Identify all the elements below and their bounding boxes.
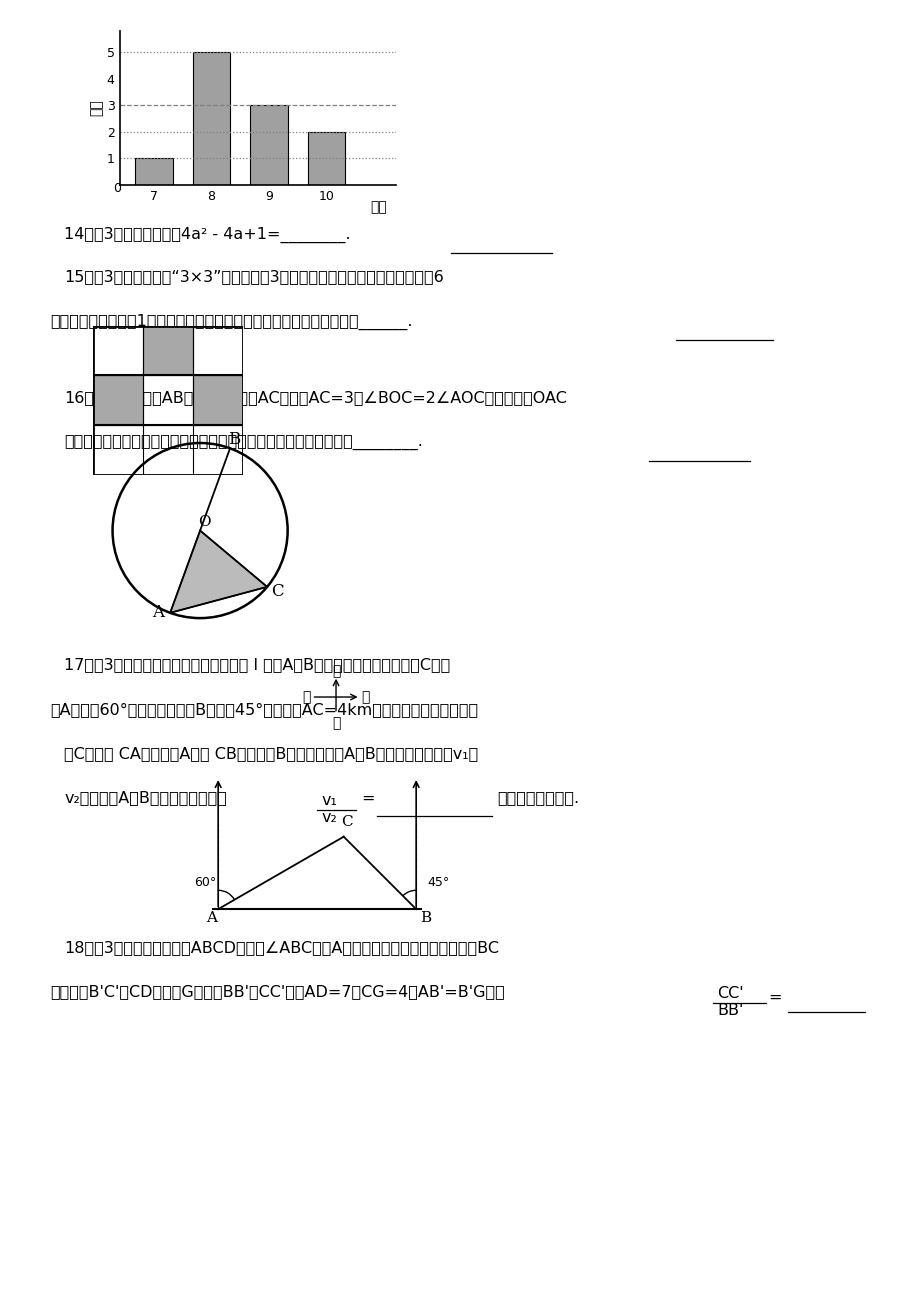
Bar <box>193 375 243 426</box>
Text: v₂: v₂ <box>322 810 337 825</box>
Text: B: B <box>420 911 431 926</box>
Y-axis label: 人数: 人数 <box>90 100 104 116</box>
Text: A: A <box>152 604 164 621</box>
Bar <box>250 105 288 185</box>
Text: 14．（3分）分解因式：4a² - 4a+1=________.: 14．（3分）分解因式：4a² - 4a+1=________. <box>64 227 351 242</box>
Text: （图中阴影部分）围成一个圆锥的侧面，则这个圆锥底面圆的半径是________.: （图中阴影部分）围成一个圆锥的侧面，则这个圆锥底面圆的半径是________. <box>64 435 423 450</box>
Text: 南: 南 <box>332 716 340 730</box>
Text: =: = <box>767 990 781 1005</box>
Bar <box>308 132 345 185</box>
Bar <box>93 375 142 426</box>
Text: 头A北偏东60°的方向，在码头B北偏西45°的方向，AC=4km．游客小张准备从观光岛: 头A北偏东60°的方向，在码头B北偏西45°的方向，AC=4km．游客小张准备从… <box>51 702 478 717</box>
Text: 屿C乘船沿 CA回到码头A或沿 CB回到码头B，设开往码头A、B的游船速度分别为v₁、: 屿C乘船沿 CA回到码头A或沿 CB回到码头B，设开往码头A、B的游船速度分别为… <box>64 746 478 762</box>
Text: 45°: 45° <box>427 875 449 888</box>
Text: 北: 北 <box>332 664 340 678</box>
Bar <box>193 52 230 185</box>
Text: 0: 0 <box>113 182 120 195</box>
Text: A: A <box>205 911 216 926</box>
Text: 东: 东 <box>360 690 369 704</box>
Text: 的对应边B'C'交CD边于点G．连接BB'、CC'．若AD=7，CG=4，AB'=B'G，则: 的对应边B'C'交CD边于点G．连接BB'、CC'．若AD=7，CG=4，AB'… <box>51 984 505 1000</box>
Text: 西: 西 <box>302 690 311 704</box>
Text: v₁: v₁ <box>322 793 337 809</box>
Text: （结果保留根号）.: （结果保留根号）. <box>496 790 578 806</box>
Bar <box>142 326 193 375</box>
Polygon shape <box>170 531 267 613</box>
Text: C: C <box>340 815 352 829</box>
Bar <box>135 159 173 185</box>
Text: BB': BB' <box>717 1003 743 1018</box>
Text: 17．（3分）如图，在一笔直的沿湖道路 l 上有A、B两个游船码头，观光岛屿C在码: 17．（3分）如图，在一笔直的沿湖道路 l 上有A、B两个游船码头，观光岛屿C在… <box>64 658 450 673</box>
Text: CC': CC' <box>717 986 743 1001</box>
Text: =: = <box>361 790 375 806</box>
Text: 15．（3分）如图，在“3×3”网格中，有3个涂成黑色的小方格．若再从余下的6: 15．（3分）如图，在“3×3”网格中，有3个涂成黑色的小方格．若再从余下的6 <box>64 270 444 285</box>
Text: B: B <box>228 431 240 448</box>
Text: 16．（3分）如图，AB是⊙O的直径，AC是弦，AC=3，∠BOC=2∠AOC．若用扇形OAC: 16．（3分）如图，AB是⊙O的直径，AC是弦，AC=3，∠BOC=2∠AOC．… <box>64 391 567 406</box>
Text: 18．（3分）如图，在矩形ABCD中，将∠ABC绕点A按逆时针方向旋转一定角度后，BC: 18．（3分）如图，在矩形ABCD中，将∠ABC绕点A按逆时针方向旋转一定角度后… <box>64 940 499 956</box>
Text: 60°: 60° <box>194 875 216 888</box>
Text: 环数: 环数 <box>369 201 386 215</box>
Text: v₂，若回到A、B所用时间相等，则: v₂，若回到A、B所用时间相等，则 <box>64 790 227 806</box>
Text: 个小方格中随机选取1个涂成黑色，则完成的图案为轴对称图案的概率是______.: 个小方格中随机选取1个涂成黑色，则完成的图案为轴对称图案的概率是______. <box>51 314 413 329</box>
Text: O: O <box>198 514 210 529</box>
Text: C: C <box>271 583 284 600</box>
